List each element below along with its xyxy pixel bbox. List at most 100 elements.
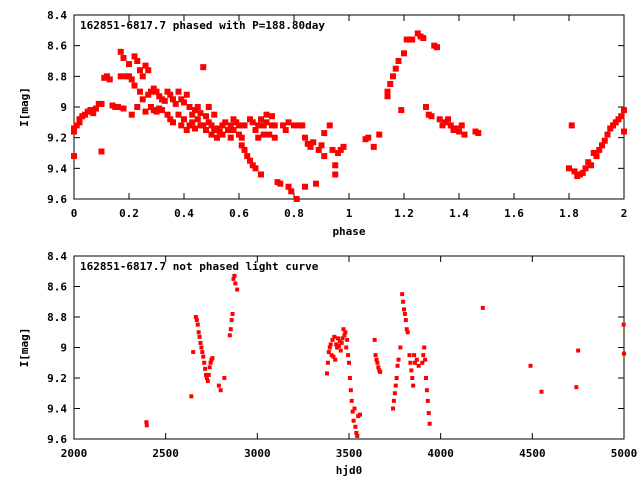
data-point [191,350,196,355]
data-point [344,345,349,350]
data-point [230,116,237,123]
data-point [337,146,344,153]
x-tick-label: 4000 [427,447,454,460]
x-axis-label: hjd0 [336,464,363,477]
data-point [413,360,417,365]
data-point [167,116,174,123]
data-point [347,376,352,380]
data-point [374,357,379,362]
data-point [280,122,286,129]
x-tick-label: 5000 [611,447,638,460]
data-point [200,350,205,355]
data-point [291,122,297,129]
data-point [585,159,592,166]
x-tick-label: 2 [621,207,628,220]
data-point [203,113,209,120]
data-point [205,104,212,110]
data-point [456,128,462,135]
data-point [214,134,220,141]
data-point [266,131,273,138]
y-tick-label: 9.4 [47,403,67,416]
data-point [340,336,345,341]
data-point [216,128,223,135]
phased-light-curve-plot: 0 0.2 0.4 0.6 0.8 1 1.2 1.4 1.6 1.8 2 8.4 8.6 8.8 9 9.2… [18,9,627,238]
data-point [230,311,235,316]
data-point [410,376,415,380]
data-point [568,122,575,129]
data-point [214,125,220,132]
data-point [194,318,199,323]
y-tick-label: 8.4 [47,250,67,263]
data-point [333,357,338,362]
y-tick-label: 8.8 [47,70,67,83]
data-point [425,398,430,403]
data-point [144,420,149,425]
data-point [375,360,380,365]
data-point [423,104,429,110]
data-point [411,383,416,388]
data-point [175,88,182,95]
data-point [341,327,346,332]
x-tick-label: 0.2 [119,207,139,220]
data-point [203,366,208,371]
x-tick-label: 1.2 [394,207,414,220]
data-point [299,122,306,129]
data-point [252,165,259,172]
data-point [139,73,146,80]
y-tick-label: 9 [60,342,67,355]
data-point [71,128,77,135]
data-point [428,113,435,120]
data-point [205,379,210,384]
data-point [142,62,149,69]
data-point [238,142,245,149]
data-point [189,111,196,118]
data-point [349,398,354,403]
data-point [353,424,358,429]
y-tick-label: 9.6 [47,433,67,446]
data-point [390,73,396,80]
data-point [207,365,212,370]
data-point [427,421,432,426]
data-point [405,330,410,335]
plot-title: 162851-6817.7 not phased light curve [80,260,319,273]
data-point [208,360,213,365]
y-axis-label: I[mag] [18,87,31,127]
data-point [144,423,149,428]
data-point [604,131,611,138]
data-point [104,73,110,80]
data-point [590,150,597,156]
data-point [193,315,198,319]
data-point [334,342,339,347]
data-point [401,50,407,57]
data-point [412,353,417,358]
data-point [170,119,176,126]
data-point [392,65,399,72]
data-point [421,353,426,358]
unphased-light-curve-plot: 2000 2500 3000 3500 4000 4500 5000 8.4 8.6 8.8 9 9.… [18,250,637,477]
data-point [90,110,97,117]
data-point [376,365,381,370]
data-point [222,376,227,380]
data-point [336,343,341,348]
data-point [579,169,586,176]
data-point [404,327,409,332]
data-point [247,157,253,164]
data-points [144,273,626,438]
data-point [200,122,207,129]
data-point [230,127,237,133]
y-tick-label: 9.2 [47,372,67,385]
data-point [205,119,212,126]
data-point [181,116,187,123]
data-point [480,305,485,310]
data-point [285,183,292,190]
data-point [599,142,605,149]
data-point [445,116,451,123]
data-point [236,131,242,138]
x-tick-label: 0.4 [174,207,194,220]
data-point [321,153,328,160]
data-point [409,36,416,43]
data-point [201,354,206,359]
data-point [106,76,113,83]
data-point [271,122,278,129]
